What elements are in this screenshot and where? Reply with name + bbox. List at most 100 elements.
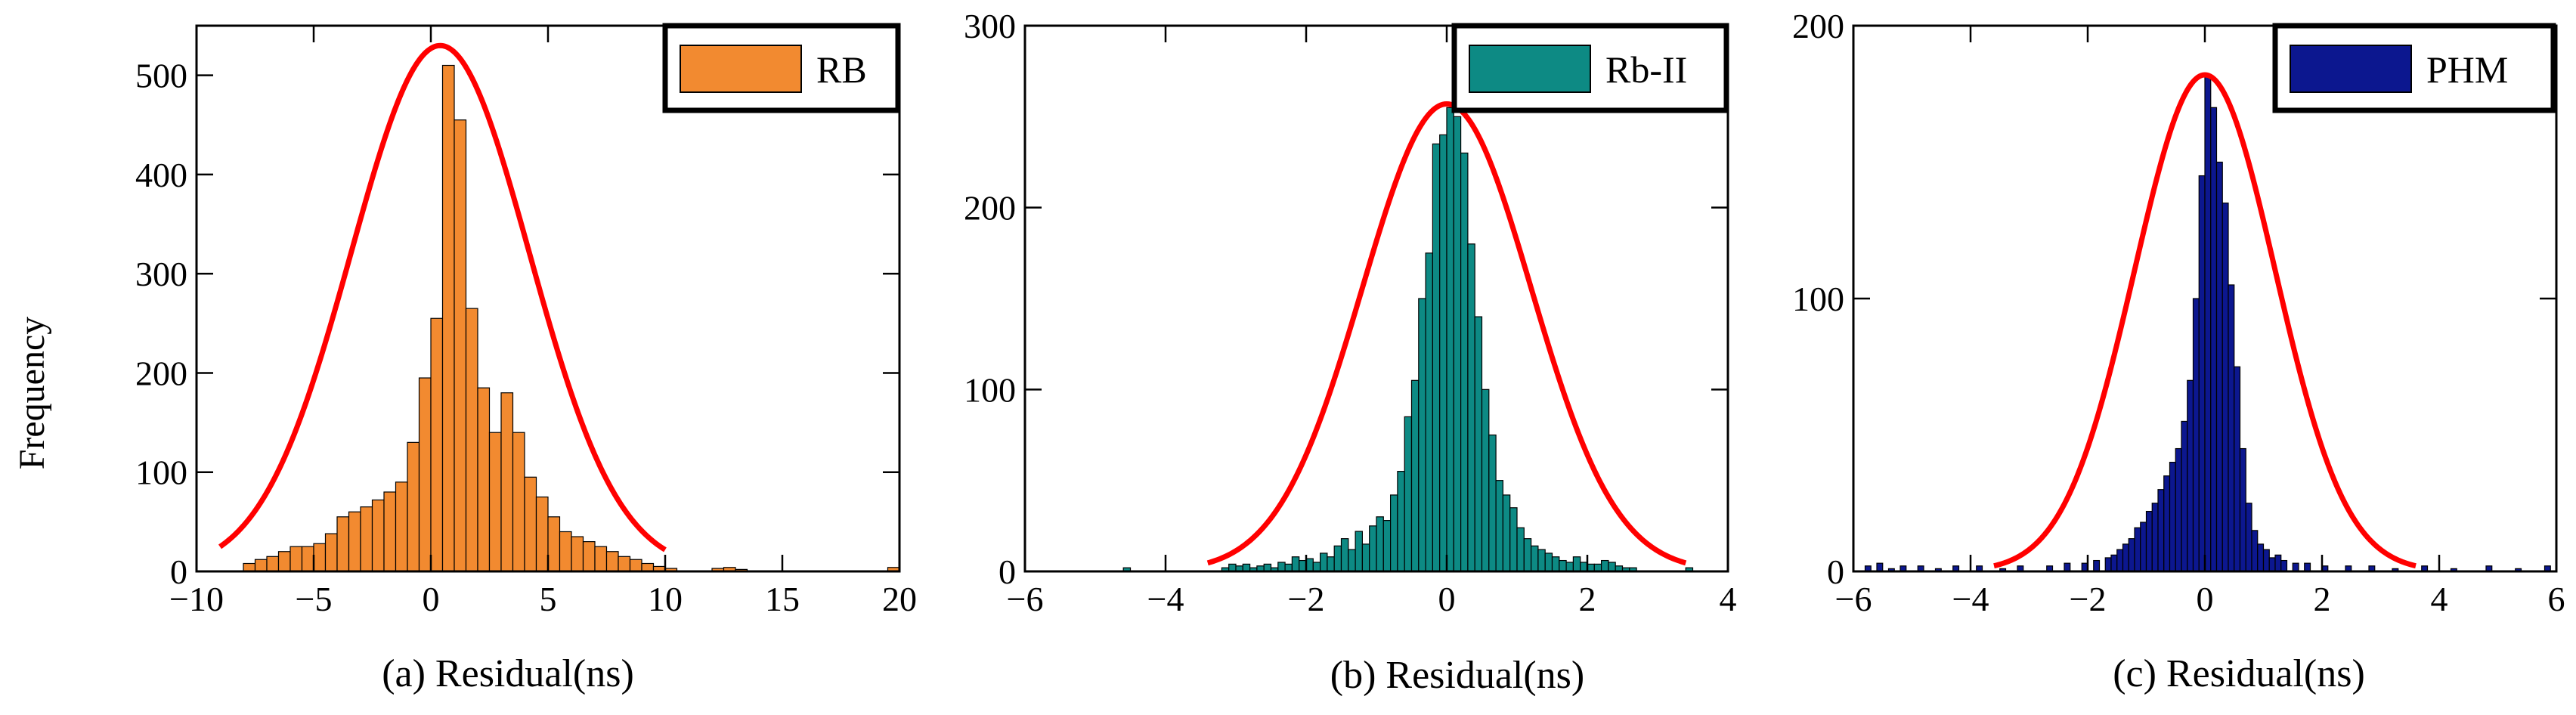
panel-c-bar <box>2228 284 2235 572</box>
panel-c-bar <box>2140 522 2147 572</box>
panel-b-bar <box>1601 559 1609 572</box>
panel-c-x-tick-label: −2 <box>2070 580 2107 618</box>
panel-c-bar <box>2187 379 2194 572</box>
panel-b-bar <box>1439 134 1447 572</box>
panel-c-bar <box>2116 549 2124 572</box>
panel-a-bar <box>594 546 608 572</box>
panel-a-bar <box>313 543 327 572</box>
panel-b-bar <box>1418 298 1426 572</box>
panel-b-y-tick-label: 300 <box>964 7 1016 45</box>
panel-b-legend: Rb-II <box>1451 23 1729 113</box>
panel-b-bar <box>1389 494 1398 572</box>
panel-c-bar <box>2198 175 2206 572</box>
panel-a-bar <box>395 481 408 572</box>
panel-b-bar <box>1361 543 1370 572</box>
panel-a-bar <box>254 559 268 572</box>
panel-a-bars <box>243 64 900 572</box>
panel-b-bar <box>1580 562 1588 572</box>
panel-c-bar <box>2145 510 2153 572</box>
panel-c-bar <box>2257 543 2265 572</box>
panel-c-legend-label: PHM <box>2426 48 2508 91</box>
panel-a-bar <box>430 317 444 572</box>
panel-a-bar <box>629 559 642 572</box>
panel-a-legend-swatch <box>680 45 802 93</box>
panel-c-bars <box>1864 74 2551 572</box>
panel-b-bars <box>1122 107 1694 572</box>
panel-c-legend: PHM <box>2272 23 2556 113</box>
panel-c-bar <box>2262 549 2270 572</box>
panel-a-bar <box>454 119 467 572</box>
panel-c-bar <box>2064 562 2071 572</box>
panel-a-x-tick-label: −5 <box>296 580 333 618</box>
panel-b-bar <box>1425 252 1433 572</box>
y-axis-label: Frequency <box>12 317 52 470</box>
panel-a-bar <box>547 516 561 572</box>
panel-a-bar <box>266 556 280 572</box>
panel-c-bar <box>2292 562 2299 572</box>
panel-a-bar <box>488 432 502 572</box>
panel-c-y-tick-label: 200 <box>1792 7 1844 45</box>
panel-b-bar <box>1572 556 1581 572</box>
panel-a-bar <box>477 387 491 572</box>
panel-c-bar <box>2192 298 2200 572</box>
panel-b-bar <box>1333 545 1342 572</box>
panel-b-bar <box>1291 556 1300 572</box>
panel-c-x-tick-label: 0 <box>2197 580 2214 618</box>
panel-a-bar <box>524 476 537 572</box>
panel-b-bar <box>1319 552 1328 572</box>
panel-a-bar <box>605 551 619 572</box>
panel-c-bar <box>2163 475 2171 572</box>
panel-b-bar <box>1474 316 1483 572</box>
panel-a-bar <box>289 546 303 572</box>
panel-a-bar <box>371 499 385 572</box>
panel-c-x-tick-label: 4 <box>2431 580 2448 618</box>
panel-b-bar <box>1460 152 1469 572</box>
panel-b-bar <box>1305 558 1314 572</box>
panel-a-bar <box>324 533 338 572</box>
panel-a-y-tick-label: 500 <box>135 57 187 95</box>
panel-a-bar <box>535 496 549 572</box>
panel-b-y-tick-label: 100 <box>964 370 1016 409</box>
panel-c-bar <box>2122 543 2129 572</box>
panel-a-legend: RB <box>662 23 901 113</box>
panel-b-y-tick-label: 200 <box>964 189 1016 228</box>
panel-c-x-tick-label: 6 <box>2548 580 2565 618</box>
panel-c-bar <box>2280 559 2288 572</box>
panel-b-bar <box>1312 562 1321 572</box>
panel-c-bar <box>2274 554 2282 572</box>
panel-b-bar <box>1488 434 1497 572</box>
panel-c-bar <box>2169 461 2176 572</box>
panel-b-bar <box>1565 562 1574 572</box>
panel-b-bar <box>1551 556 1560 572</box>
panel-c-bar <box>2251 530 2259 572</box>
panel-b: −6 −4 −2 0 2 4 0 100 200 300 Rb-II (b) Residual(n… <box>964 7 1737 697</box>
panel-b-bar <box>1495 480 1503 572</box>
panel-b-frame <box>1023 24 1729 573</box>
panel-c-bar <box>2128 538 2135 572</box>
panel-c-x-tick-label: −6 <box>1835 580 1872 618</box>
panel-b-x-tick-label: −2 <box>1288 580 1325 618</box>
panel-b-bar <box>1467 243 1475 572</box>
panel-b-bar <box>1502 494 1511 572</box>
panel-b-y-tick-label: 0 <box>999 552 1016 591</box>
panel-b-bar <box>1355 531 1363 572</box>
panel-b-bar <box>1481 388 1490 572</box>
panel-a-bar <box>418 377 432 572</box>
panel-c-bar <box>2181 420 2188 572</box>
panel-a-x-tick-label: 10 <box>648 580 683 618</box>
panel-a-bar <box>559 531 572 572</box>
panel-c-bar <box>2221 203 2229 572</box>
panel-b-bar <box>1608 562 1616 572</box>
panel-a-bar <box>618 556 631 572</box>
panel-b-bar <box>1516 527 1525 572</box>
panel-a-bar <box>571 536 584 572</box>
panel-c-bar <box>2157 489 2165 572</box>
panel-b-bar <box>1410 379 1420 572</box>
panel-b-bar <box>1340 538 1349 572</box>
panel-b-bar <box>1523 538 1532 572</box>
panel-c-y-tick-label: 100 <box>1792 280 1844 318</box>
panel-b-bar <box>1537 549 1546 572</box>
panel-a-x-tick-label: 20 <box>882 580 917 618</box>
panel-a-legend-label: RB <box>816 48 867 91</box>
